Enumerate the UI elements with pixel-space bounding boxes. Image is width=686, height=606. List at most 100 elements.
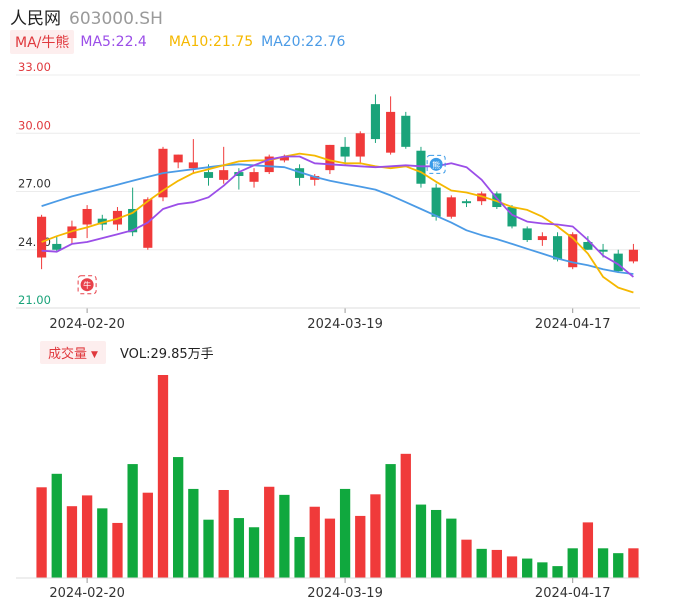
volume-bar [567,548,578,578]
candle-body [613,253,623,272]
candle-body [583,241,593,250]
candle-body [568,234,578,268]
candle-body [173,154,183,163]
volume-bar [385,464,396,578]
volume-bar [415,504,427,578]
candle-body [279,156,289,161]
volume-bar [248,527,260,578]
candle-body [264,156,274,173]
volume-bar [264,486,275,578]
volume-bar [157,375,169,578]
volume-bar [430,509,442,578]
ma5-line [41,155,634,278]
candle-body [537,236,547,241]
stock-code: 603000.SH [69,9,163,29]
candle-body [52,243,62,250]
y-tick-label: 33.00 [18,60,51,74]
volume-bar [294,536,305,578]
volume-bar [613,553,624,578]
volume-legend: 成交量 ▼ VOL:29.85万手 [40,340,214,364]
candle-body [340,146,350,157]
volume-x-tick-label: 2024-03-19 [307,586,383,601]
candle-body [355,133,365,157]
candle-body [507,207,517,227]
ma20-legend: MA20:22.76 [261,34,346,50]
volume-bar [628,548,639,578]
volume-bar [537,562,548,578]
bear-badge: 熊 [426,154,446,174]
volume-bar [218,489,229,578]
candle-body [67,226,77,239]
volume-bar [355,515,366,578]
volume-bar [51,473,62,578]
ma-indicator-button[interactable]: MA/牛熊 [10,30,75,54]
y-tick-label: 27.00 [18,177,51,191]
x-tick-label: 2024-04-17 [535,317,611,330]
volume-bar [309,506,320,578]
volume-bar [233,518,245,578]
candle-body [431,187,441,217]
candle-body [112,210,123,225]
volume-bar [370,494,381,578]
volume-bar [188,488,199,578]
volume-bar [446,518,457,578]
candle-body [522,228,532,241]
candle-body [325,144,335,171]
volume-bar [173,457,184,578]
volume-bar [81,495,93,578]
candle-body [416,150,426,184]
candle-body [628,249,638,262]
candle-body [310,175,320,180]
volume-bar [339,488,351,578]
volume-bar [506,556,518,578]
candle-body [401,115,411,147]
badge-dot [429,157,443,171]
volume-bar [597,548,609,578]
candle-body [552,236,563,260]
candle-body [370,104,380,140]
volume-bar [476,548,487,578]
candle-body [97,218,107,225]
volume-bar [127,464,138,578]
volume-bar [491,549,502,578]
candle-body [492,193,502,208]
badge-frame [426,154,446,174]
badge-frame [77,275,97,295]
ma20-line [41,163,634,275]
candle-body [386,111,396,153]
bull-badge: 牛 [77,275,97,295]
volume-bar [400,453,411,578]
volume-bar [324,518,336,578]
ma5-legend: MA5:22.4 [80,34,147,50]
ma-legend: MA/牛熊 MA5:22.4 MA10:21.75 MA20:22.76 [10,30,345,54]
candle-body [461,201,472,204]
volume-indicator-label: 成交量 [48,346,88,362]
ma10-legend: MA10:21.75 [168,34,254,50]
volume-indicator-button[interactable]: 成交量 ▼ [40,340,106,364]
volume-bar [203,519,214,578]
candle-body [203,172,214,178]
x-tick-label: 2024-02-20 [49,317,125,330]
volume-value: VOL:29.85万手 [119,346,214,362]
volume-bar [582,522,594,578]
candle-body [446,197,456,217]
caret-down-icon: ▼ [91,349,98,360]
badge-label: 牛 [83,280,91,290]
stock-name: 人民网 [10,9,61,29]
candle-body [128,208,138,233]
candle-body [598,249,608,252]
candle-body [295,168,305,178]
candle-body [37,216,47,258]
y-tick-label: 21.00 [18,293,51,307]
volume-bar [97,508,108,578]
volume-bar [112,522,123,578]
volume-bar [522,558,533,578]
x-tick-label: 2024-03-19 [307,317,383,330]
candle-body [188,162,198,169]
badge-label: 熊 [432,160,440,170]
badge-dot [80,278,94,292]
candle-body [219,170,229,180]
volume-bar [461,539,472,578]
volume-bar [142,492,153,578]
